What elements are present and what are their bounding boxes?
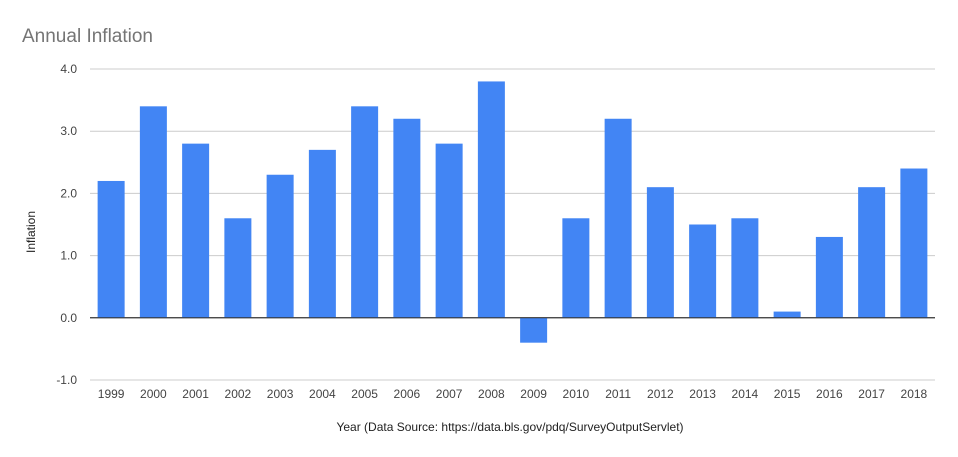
x-tick-label: 1999	[98, 387, 125, 401]
x-tick-label: 2007	[436, 387, 463, 401]
x-tick-label: 2015	[774, 387, 801, 401]
bar-2002	[224, 218, 252, 318]
bar-2001	[182, 143, 210, 318]
x-tick-label: 2000	[140, 387, 167, 401]
bars	[97, 81, 928, 343]
y-tick-label: 0.0	[60, 311, 77, 325]
x-tick-label: 2001	[182, 387, 209, 401]
bar-2003	[266, 174, 294, 318]
bar-2010	[562, 218, 590, 318]
bar-2014	[731, 218, 759, 318]
x-tick-label: 2018	[901, 387, 928, 401]
x-axis-ticks: 1999 2000 2001 2002 2003 2004 2005 2006 2007 2008…	[98, 387, 928, 401]
x-tick-label: 2008	[478, 387, 505, 401]
x-tick-label: 2002	[225, 387, 252, 401]
chart-title: Annual Inflation	[22, 26, 153, 47]
y-axis-label: Inflation	[24, 211, 38, 253]
bar-2000	[139, 106, 167, 318]
y-tick-label: 2.0	[60, 186, 77, 200]
x-tick-label: 2003	[267, 387, 294, 401]
bar-2018	[900, 168, 928, 318]
bar-2015	[773, 311, 801, 318]
x-tick-label: 2016	[816, 387, 843, 401]
x-tick-label: 2013	[689, 387, 716, 401]
bar-2007	[435, 143, 463, 318]
bar-1999	[97, 180, 125, 318]
bar-2011	[604, 118, 632, 318]
x-tick-label: 2011	[605, 387, 631, 401]
x-tick-label: 2014	[732, 387, 759, 401]
bar-2016	[815, 236, 843, 318]
bar-2005	[351, 106, 379, 318]
x-tick-label: 2009	[520, 387, 547, 401]
x-axis-label: Year (Data Source: https://data.bls.gov/…	[336, 420, 683, 434]
x-tick-label: 2010	[563, 387, 590, 401]
bar-2008	[477, 81, 505, 318]
y-axis-ticks: -1.0 0.0 1.0 2.0 3.0 4.0	[56, 62, 77, 387]
x-tick-label: 2005	[351, 387, 378, 401]
x-tick-label: 2006	[394, 387, 421, 401]
gridlines	[90, 68, 935, 381]
x-tick-label: 2012	[647, 387, 674, 401]
y-tick-label: -1.0	[56, 373, 77, 387]
x-tick-label: 2017	[858, 387, 885, 401]
bar-2009	[520, 317, 548, 343]
y-tick-label: 3.0	[60, 124, 77, 138]
x-tick-label: 2004	[309, 387, 336, 401]
bar-2012	[646, 187, 674, 318]
bar-2006	[393, 118, 421, 318]
bar-2004	[308, 149, 336, 318]
y-tick-label: 4.0	[60, 62, 77, 76]
bar-2013	[689, 224, 717, 318]
bar-2017	[858, 187, 886, 318]
y-tick-label: 1.0	[60, 249, 77, 263]
